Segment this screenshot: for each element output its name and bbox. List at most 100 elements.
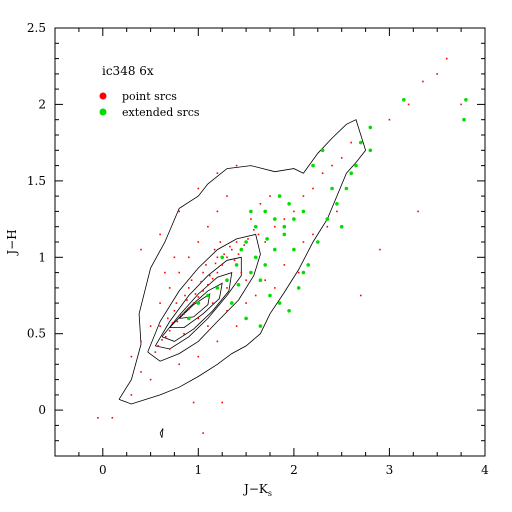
point-src-dot: [157, 345, 159, 347]
point-src-dot: [229, 245, 231, 248]
point-src-dot: [207, 225, 209, 228]
x-tick-label: 0: [99, 463, 107, 477]
point-src-dot: [216, 340, 219, 343]
extended-src-dot: [253, 255, 258, 260]
point-src-dot: [159, 302, 161, 304]
extended-src-dot: [215, 286, 220, 290]
y-tick-labels: 0 0.5 1 1.5 2 2.5: [27, 21, 46, 417]
point-src-dot: [216, 172, 219, 174]
point-src-dot: [168, 329, 171, 332]
point-src-dot: [302, 241, 305, 243]
point-src-dot: [264, 241, 266, 243]
extended-src-dot: [268, 293, 272, 298]
point-src-dot: [197, 296, 200, 298]
point-src-dot: [388, 118, 391, 121]
point-src-dot: [192, 302, 195, 304]
point-src-dot: [247, 238, 249, 240]
point-src-dot: [140, 248, 142, 251]
legend-marker-point: [99, 92, 107, 100]
point-src-dot: [417, 210, 419, 213]
point-src-dot: [211, 277, 214, 280]
point-src-dot: [188, 256, 190, 259]
point-src-dot: [168, 287, 171, 289]
point-src-dot: [407, 103, 410, 106]
point-src-dot: [226, 256, 228, 259]
point-src-dot: [216, 256, 219, 259]
point-src-dot: [140, 371, 142, 373]
point-src-dot: [183, 313, 185, 315]
point-src-dot: [202, 432, 204, 434]
point-src-dot: [140, 340, 142, 343]
point-src-dot: [167, 317, 169, 320]
point-src-dot: [165, 336, 167, 338]
extended-src-dot: [236, 283, 241, 287]
point-srcs-series: [97, 57, 462, 434]
extended-src-dot: [339, 224, 344, 229]
point-src-dot: [269, 195, 271, 197]
extended-src-dot: [196, 301, 201, 305]
extended-src-dot: [263, 209, 268, 214]
point-src-dot: [214, 262, 217, 265]
extended-src-dot: [306, 263, 311, 267]
legend: point srcs extended srcs: [99, 90, 200, 119]
extended-src-dot: [258, 324, 263, 328]
point-src-dot: [235, 325, 238, 327]
extended-src-dot: [273, 247, 277, 252]
point-src-dot: [259, 203, 262, 205]
y-tick-label: 2: [38, 97, 46, 111]
point-src-dot: [202, 290, 204, 292]
point-src-dot: [253, 229, 255, 231]
point-src-dot: [312, 187, 314, 190]
x-axis-label: J−Ks: [242, 482, 272, 498]
extended-src-dot: [368, 125, 373, 130]
point-src-dot: [154, 351, 157, 353]
point-src-dot: [216, 271, 219, 274]
extended-src-dot: [402, 98, 406, 102]
point-src-dot: [257, 233, 260, 236]
point-src-dot: [180, 314, 182, 317]
point-src-dot: [254, 294, 257, 297]
point-src-dot: [205, 264, 207, 266]
extended-src-dot: [244, 316, 248, 321]
point-src-dot: [130, 355, 133, 358]
point-src-dot: [207, 284, 209, 286]
point-src-dot: [336, 210, 338, 213]
point-src-dot: [111, 417, 114, 419]
point-src-dot: [223, 253, 225, 255]
point-src-dot: [379, 248, 381, 251]
point-src-dot: [250, 218, 252, 220]
point-src-dot: [283, 264, 286, 266]
point-src-dot: [245, 279, 247, 281]
plot-frame: [54, 27, 486, 457]
point-src-dot: [176, 320, 179, 323]
extended-src-dot: [277, 194, 282, 198]
extended-src-dot: [287, 309, 291, 313]
y-axis-label: J−H: [5, 229, 19, 256]
extended-src-dot: [265, 237, 269, 241]
point-src-dot: [226, 287, 228, 289]
x-tick-label: 2: [290, 463, 298, 477]
point-src-dot: [178, 271, 180, 274]
extended-src-dot: [292, 217, 296, 221]
point-src-dot: [207, 325, 209, 327]
contour-line: [169, 282, 223, 328]
point-src-dot: [326, 225, 329, 228]
contour-line: [159, 428, 164, 438]
point-src-dot: [183, 332, 185, 335]
plot-annotation: ic348 6x: [102, 64, 154, 78]
extended-src-dot: [277, 301, 282, 305]
point-src-dot: [302, 195, 305, 197]
extended-src-dot: [263, 263, 268, 267]
point-src-dot: [188, 287, 190, 289]
point-src-dot: [226, 195, 228, 197]
point-src-dot: [159, 325, 161, 327]
point-src-dot: [312, 233, 314, 236]
legend-label-extended: extended srcs: [122, 106, 200, 119]
point-src-dot: [243, 244, 245, 246]
point-src-dot: [197, 187, 200, 190]
point-src-dot: [197, 317, 200, 320]
extended-src-dot: [230, 301, 234, 305]
y-tick-label: 0.5: [27, 327, 46, 341]
extended-src-dot: [258, 278, 263, 283]
